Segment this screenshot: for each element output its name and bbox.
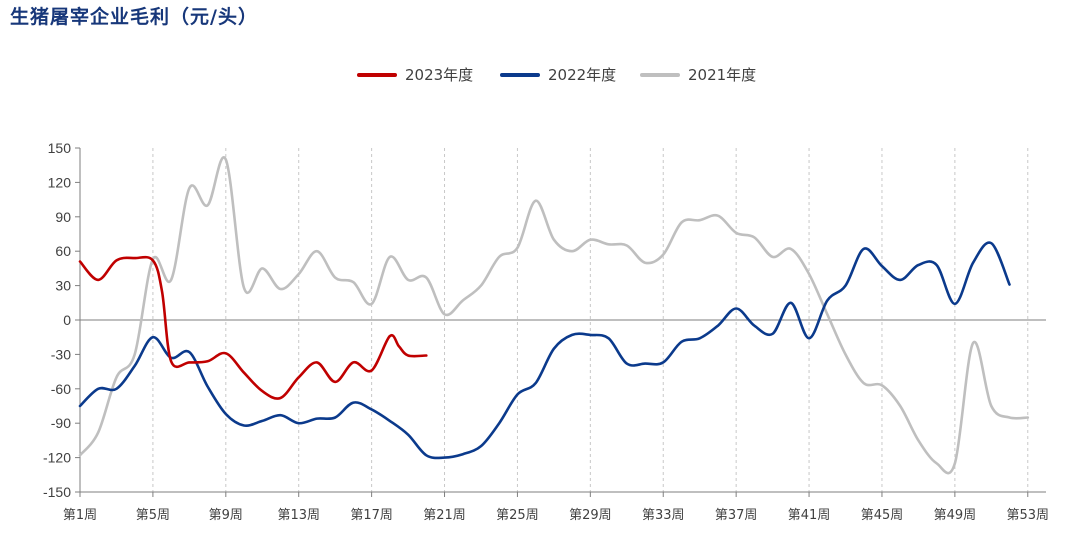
y-tick-label-2: 90	[55, 209, 71, 225]
x-tick-label-10: 第41周	[788, 508, 831, 523]
legend-item-2023: 2023年度	[357, 64, 473, 85]
series-line-2022	[78, 241, 1011, 460]
x-tick-label-13: 第53周	[1007, 508, 1050, 523]
legend: 2023年度 2022年度 2021年度	[0, 64, 1090, 88]
y-tick-label-10: -150	[43, 484, 71, 500]
y-tick-label-6: -30	[51, 346, 71, 362]
y-tick-label-4: 30	[55, 278, 71, 294]
y-tick-label-5: 0	[63, 312, 71, 328]
x-tick-label-3: 第13周	[277, 508, 320, 523]
series-line-2023	[78, 255, 428, 400]
legend-swatch-2022	[500, 72, 540, 77]
y-tick-label-9: -120	[43, 450, 71, 466]
x-tick-label-5: 第21周	[423, 508, 466, 523]
x-tick-label-8: 第33周	[642, 508, 685, 523]
x-tick-label-7: 第29周	[569, 508, 612, 523]
legend-item-2022: 2022年度	[500, 64, 616, 85]
x-tick-label-2: 第9周	[209, 508, 243, 523]
x-tick-label-4: 第17周	[350, 508, 393, 523]
legend-item-2021: 2021年度	[640, 64, 756, 85]
series-line-2021	[78, 155, 1030, 475]
y-tick-label-0: 150	[48, 140, 72, 156]
y-tick-label-7: -60	[51, 381, 71, 397]
chart-title: 生猪屠宰企业毛利（元/头）	[10, 6, 258, 28]
x-tick-label-9: 第37周	[715, 508, 758, 523]
legend-label-2021: 2021年度	[688, 66, 757, 84]
x-tick-label-12: 第49周	[934, 508, 977, 523]
x-tick-label-1: 第5周	[136, 508, 170, 523]
x-tick-label-11: 第45周	[861, 508, 904, 523]
y-tick-label-3: 60	[55, 243, 71, 259]
y-tick-label-8: -90	[51, 415, 71, 431]
x-tick-label-0: 第1周	[63, 508, 97, 523]
x-tick-label-6: 第25周	[496, 508, 539, 523]
legend-swatch-2023	[357, 72, 397, 77]
legend-swatch-2021	[640, 72, 680, 77]
legend-label-2023: 2023年度	[405, 66, 474, 84]
legend-label-2022: 2022年度	[548, 66, 617, 84]
y-tick-label-1: 120	[48, 174, 72, 190]
